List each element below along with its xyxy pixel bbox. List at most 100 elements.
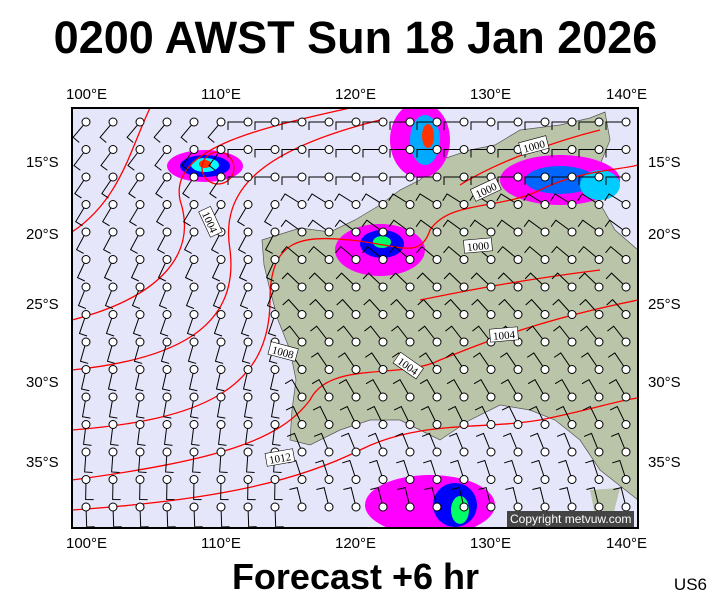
station-circle [162,255,172,264]
station-circle [459,145,469,154]
station-circle [270,255,280,264]
station-circle [405,475,415,484]
station-circle [243,365,253,374]
station-circle [459,337,469,347]
station-circle [297,502,307,512]
station-circle [297,337,307,347]
station-circle [621,117,631,127]
isobar-label: 1012 [268,451,292,467]
wind-barb [605,121,626,130]
wind-barb [477,459,492,480]
station-circle [567,502,577,512]
wind-barb [153,121,168,143]
wind-barb [283,325,303,343]
wind-barb [362,149,383,158]
wind-barb [552,298,573,315]
wind-barb [218,424,227,446]
wind-barb [581,378,600,398]
wind-barb [264,231,276,254]
wind-barb [555,405,573,425]
station-circle [108,337,118,347]
station-circle [297,227,307,237]
station-circle [513,282,523,292]
wind-barb [286,432,303,453]
wind-barb [247,506,257,528]
station-circle [567,365,577,374]
station-circle [621,502,631,512]
wind-barb [415,193,438,205]
station-circle [432,282,442,292]
wind-barb [184,259,195,282]
station-circle [324,447,334,457]
isobar-label: 1000 [522,138,547,155]
station-circle [459,227,469,237]
wind-barb [137,424,146,446]
wind-barb [500,378,519,398]
station-circle [432,310,442,319]
station-circle [189,172,199,182]
wind-barb [531,459,546,480]
wind-barb [423,459,438,480]
station-circle [594,310,604,319]
station-circle [351,365,361,374]
station-circle [432,145,442,154]
wind-barb [340,432,357,453]
wind-barb [334,193,357,205]
station-circle [216,282,226,292]
station-circle [540,337,550,347]
isobar-label: 1004 [493,329,516,343]
wind-barb [442,193,465,205]
wind-barb [524,272,546,288]
wind-barb [577,219,600,233]
copyright-label: Copyright metvuw.com [507,511,635,527]
station-circle [243,227,253,237]
wind-barb [72,121,87,143]
station-circle [216,200,226,209]
wind-barb [282,298,303,315]
station-circle [621,145,631,154]
wind-barb [443,272,465,288]
station-circle [405,420,415,429]
station-circle [432,172,442,182]
wind-barb [417,298,438,315]
wind-barb [254,176,275,185]
wind-barb [586,486,600,508]
station-circle [594,392,604,402]
station-circle [405,310,415,319]
wind-barb [559,486,573,508]
wind-barb [285,405,303,425]
station-circle [405,227,415,237]
wind-barb [161,369,171,392]
station-circle [81,145,91,154]
station-circle [378,447,388,457]
station-circle [486,117,496,127]
wind-barb [501,405,519,425]
station-circle [108,502,118,512]
station-circle [135,365,145,374]
map-frame [71,107,639,529]
wind-barb [443,245,465,260]
station-circle [297,145,307,154]
station-circle [297,255,307,264]
station-circle [351,420,361,429]
wind-barb [339,405,357,425]
station-circle [621,392,631,402]
wind-barb [243,396,253,419]
wind-barb [105,314,115,337]
wind-barb [211,259,222,282]
station-circle [594,337,604,347]
station-circle [162,200,172,209]
station-circle [297,420,307,429]
station-circle [594,420,604,429]
wind-barb [527,378,546,398]
station-circle [567,282,577,292]
station-circle [621,172,631,182]
station-circle [594,447,604,457]
station-circle [351,475,361,484]
station-circle [459,172,469,182]
lon-label: 110°E [201,535,241,552]
station-circle [567,227,577,237]
wind-barb [215,369,225,392]
station-circle [405,392,415,402]
wind-barb [554,378,573,398]
